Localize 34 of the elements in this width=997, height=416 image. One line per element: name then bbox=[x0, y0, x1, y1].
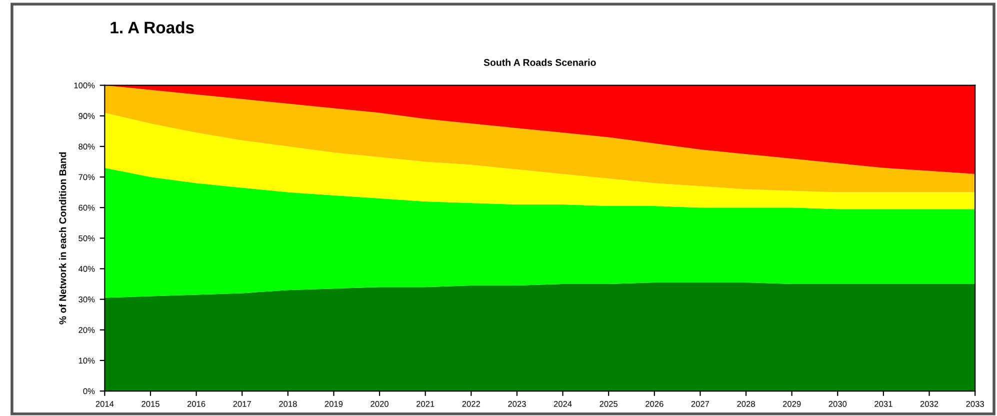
x-tick-label: 2014 bbox=[96, 400, 114, 407]
x-tick-label: 2023 bbox=[508, 400, 526, 407]
x-tick-label: 2020 bbox=[370, 400, 388, 407]
x-tick-label: 2026 bbox=[646, 400, 664, 407]
x-tick-label: 2030 bbox=[828, 400, 847, 407]
x-tick-label: 2029 bbox=[782, 400, 801, 407]
x-tick-label: 2016 bbox=[187, 400, 206, 407]
x-tick-label: 2018 bbox=[279, 400, 297, 407]
y-axis-title: % of Network in each Condition Band bbox=[59, 152, 66, 324]
chart-title: 1. A Roads bbox=[110, 21, 194, 34]
x-tick-label: 2024 bbox=[554, 400, 572, 407]
x-tick-label: 2028 bbox=[737, 400, 755, 407]
x-tick-label: 2033 bbox=[966, 400, 984, 407]
y-tick-label: 50% bbox=[78, 235, 95, 242]
y-tick-label: 40% bbox=[78, 266, 95, 272]
x-tick-label: 2025 bbox=[600, 400, 618, 407]
x-tick-label: 2019 bbox=[324, 400, 343, 407]
y-tick-label: 10% bbox=[78, 358, 95, 364]
y-tick-label: 80% bbox=[78, 144, 95, 150]
x-tick-label: 2027 bbox=[691, 400, 710, 407]
chart-subtitle: South A Roads Scenario bbox=[484, 58, 596, 66]
x-tick-label: 2021 bbox=[416, 400, 434, 407]
x-tick-label: 2022 bbox=[462, 400, 480, 407]
y-tick-label: 60% bbox=[78, 204, 95, 211]
x-tick-label: 2032 bbox=[920, 400, 938, 407]
x-tick-label: 2017 bbox=[233, 400, 251, 407]
y-tick-label: 100% bbox=[74, 82, 95, 88]
y-tick-label: 30% bbox=[78, 296, 95, 302]
y-tick-label: 90% bbox=[78, 113, 95, 119]
y-tick-label: 20% bbox=[78, 327, 95, 333]
y-tick-label: 70% bbox=[78, 174, 95, 180]
x-tick-label: 2015 bbox=[142, 400, 160, 407]
y-tick-label: 0% bbox=[83, 388, 95, 394]
x-tick-label: 2031 bbox=[874, 400, 892, 407]
